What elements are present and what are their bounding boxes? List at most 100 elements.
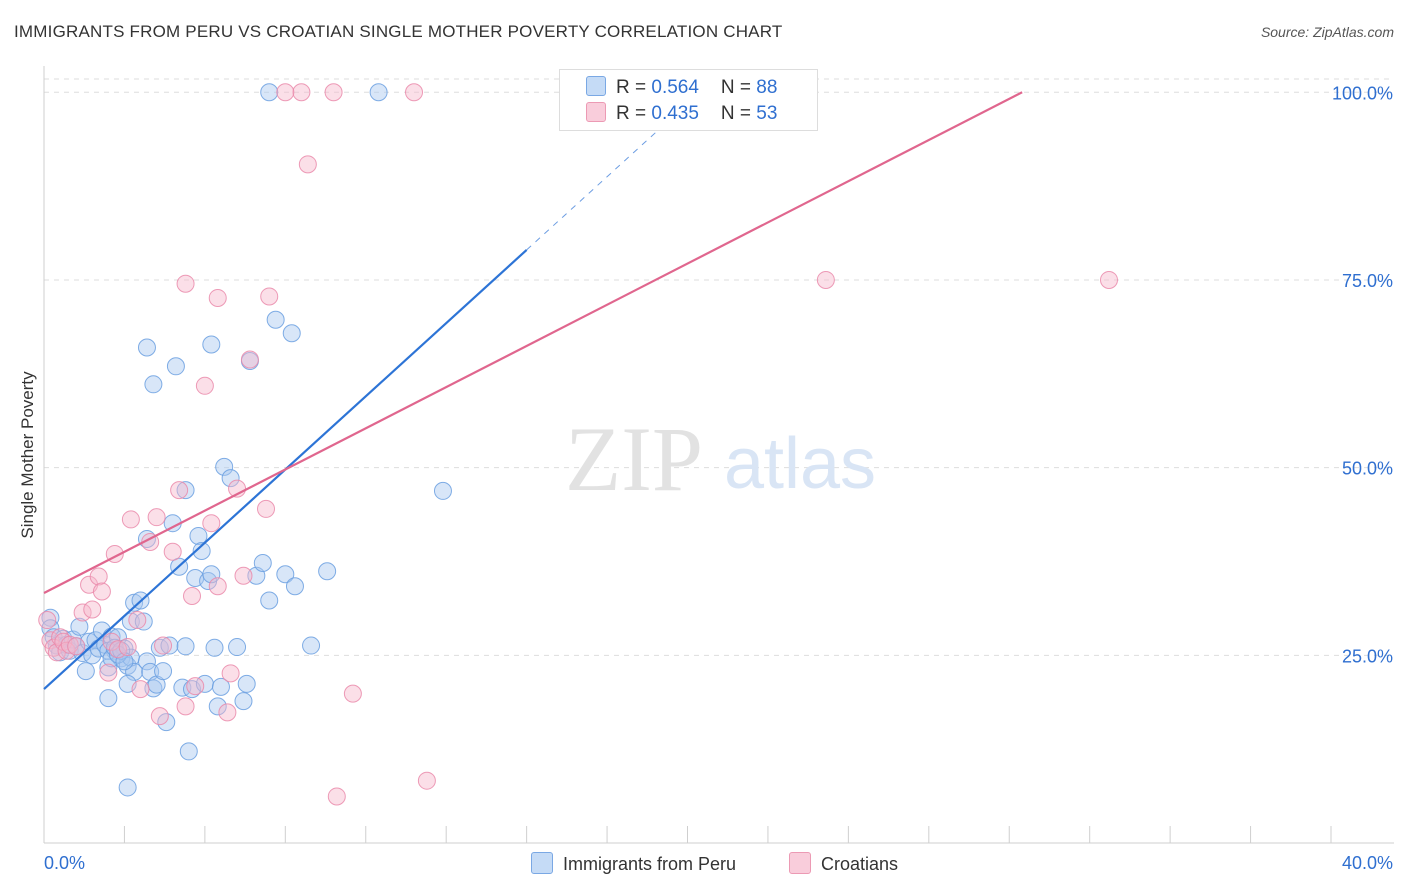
data-point-peru bbox=[134, 612, 153, 631]
data-point-croatians bbox=[163, 542, 182, 561]
data-point-peru bbox=[173, 678, 192, 697]
data-point-peru bbox=[176, 637, 195, 656]
data-point-peru bbox=[121, 612, 140, 631]
legend-n-label: N = bbox=[720, 77, 757, 98]
x-tick-label: 40.0% bbox=[1342, 853, 1393, 873]
data-point-peru bbox=[285, 577, 304, 596]
data-point-croatians bbox=[150, 707, 169, 726]
data-point-croatians bbox=[240, 350, 259, 369]
chart-title: IMMIGRANTS FROM PERU VS CROATIAN SINGLE … bbox=[14, 22, 783, 41]
data-point-peru bbox=[205, 638, 224, 657]
data-point-croatians bbox=[298, 155, 317, 174]
data-point-peru bbox=[137, 652, 156, 671]
data-point-croatians bbox=[417, 771, 436, 790]
legend-r-label: R = bbox=[616, 103, 652, 124]
legend-r-label: R = bbox=[616, 77, 652, 98]
bottom-legend-swatch-peru bbox=[531, 852, 553, 874]
data-point-peru bbox=[70, 617, 89, 636]
data-point-peru bbox=[282, 324, 301, 343]
data-point-croatians bbox=[67, 637, 86, 656]
data-point-croatians bbox=[121, 510, 140, 529]
data-point-croatians bbox=[89, 567, 108, 586]
data-point-peru bbox=[202, 335, 221, 354]
legend-n-label: N = bbox=[720, 103, 757, 124]
data-point-croatians bbox=[83, 600, 102, 619]
data-point-croatians bbox=[292, 83, 311, 102]
data-point-peru bbox=[221, 469, 240, 488]
data-point-croatians bbox=[60, 635, 79, 654]
y-axis-label: Single Mother Poverty bbox=[18, 371, 37, 539]
data-point-peru bbox=[260, 83, 279, 102]
data-point-peru bbox=[302, 636, 321, 655]
data-point-croatians bbox=[195, 376, 214, 395]
data-point-croatians bbox=[183, 587, 202, 606]
y-tick-label: 100.0% bbox=[1332, 83, 1393, 103]
data-point-croatians bbox=[1099, 270, 1118, 289]
data-point-croatians bbox=[102, 632, 121, 651]
data-point-peru bbox=[118, 778, 137, 797]
data-point-peru bbox=[237, 674, 256, 693]
y-tick-label: 25.0% bbox=[1342, 646, 1393, 666]
legend-swatch-croatians bbox=[586, 102, 606, 122]
data-point-peru bbox=[433, 481, 452, 500]
watermark-atlas: atlas bbox=[724, 424, 876, 504]
y-tick-label: 75.0% bbox=[1342, 271, 1393, 291]
trend-line-peru-extension bbox=[526, 132, 656, 251]
data-point-peru bbox=[137, 338, 156, 357]
series-croatians-points bbox=[38, 83, 1118, 806]
data-point-peru bbox=[318, 562, 337, 581]
data-point-croatians bbox=[405, 83, 424, 102]
y-tick-label: 50.0% bbox=[1342, 459, 1393, 479]
legend-r-value: 0.435 bbox=[651, 103, 699, 124]
data-point-peru bbox=[166, 357, 185, 376]
data-point-croatians bbox=[176, 697, 195, 716]
data-point-croatians bbox=[176, 274, 195, 293]
data-point-peru bbox=[41, 608, 60, 627]
data-point-croatians bbox=[118, 638, 137, 657]
legend-row-croatians: R = 0.435 N = 53 bbox=[586, 102, 777, 126]
data-point-peru bbox=[234, 692, 253, 711]
data-point-peru bbox=[160, 636, 179, 655]
data-point-peru bbox=[176, 481, 195, 500]
data-point-croatians bbox=[38, 611, 57, 630]
series-peru-points bbox=[41, 83, 452, 797]
data-point-croatians bbox=[260, 287, 279, 306]
data-point-croatians bbox=[218, 703, 237, 722]
trend-lines bbox=[43, 91, 1023, 690]
data-point-peru bbox=[260, 591, 279, 610]
watermark-zip: ZIP bbox=[565, 408, 703, 510]
legend-row-peru: R = 0.564 N = 88 bbox=[586, 76, 777, 100]
bottom-legend-swatch-croatians bbox=[789, 852, 811, 874]
data-point-croatians bbox=[92, 582, 111, 601]
data-point-peru bbox=[215, 457, 234, 476]
data-point-croatians bbox=[327, 787, 346, 806]
data-point-croatians bbox=[154, 636, 173, 655]
data-point-croatians bbox=[276, 83, 295, 102]
data-point-croatians bbox=[324, 83, 343, 102]
data-point-croatians bbox=[257, 499, 276, 518]
data-point-peru bbox=[276, 565, 295, 584]
data-point-peru bbox=[253, 553, 272, 572]
data-point-croatians bbox=[202, 514, 221, 533]
data-point-croatians bbox=[816, 270, 835, 289]
data-point-croatians bbox=[221, 664, 240, 683]
data-point-croatians bbox=[73, 603, 92, 622]
data-point-peru bbox=[208, 697, 227, 716]
data-point-peru bbox=[179, 742, 198, 761]
data-point-croatians bbox=[208, 577, 227, 596]
axes bbox=[43, 66, 1394, 844]
legend-n-value: 53 bbox=[756, 103, 778, 124]
data-point-croatians bbox=[343, 684, 362, 703]
data-point-croatians bbox=[128, 611, 147, 630]
data-point-peru bbox=[266, 310, 285, 329]
data-point-croatians bbox=[234, 566, 253, 585]
legend-swatch-peru bbox=[586, 76, 606, 96]
data-point-peru bbox=[192, 541, 211, 560]
data-point-croatians bbox=[208, 288, 227, 307]
stats-legend: R = 0.564 N = 88 R = 0.435 N = 53 bbox=[559, 69, 818, 131]
legend-r-value: 0.564 bbox=[651, 77, 699, 98]
data-point-peru bbox=[144, 375, 163, 394]
data-point-croatians bbox=[99, 663, 118, 682]
source-label: Source: ZipAtlas.com bbox=[1260, 24, 1394, 40]
